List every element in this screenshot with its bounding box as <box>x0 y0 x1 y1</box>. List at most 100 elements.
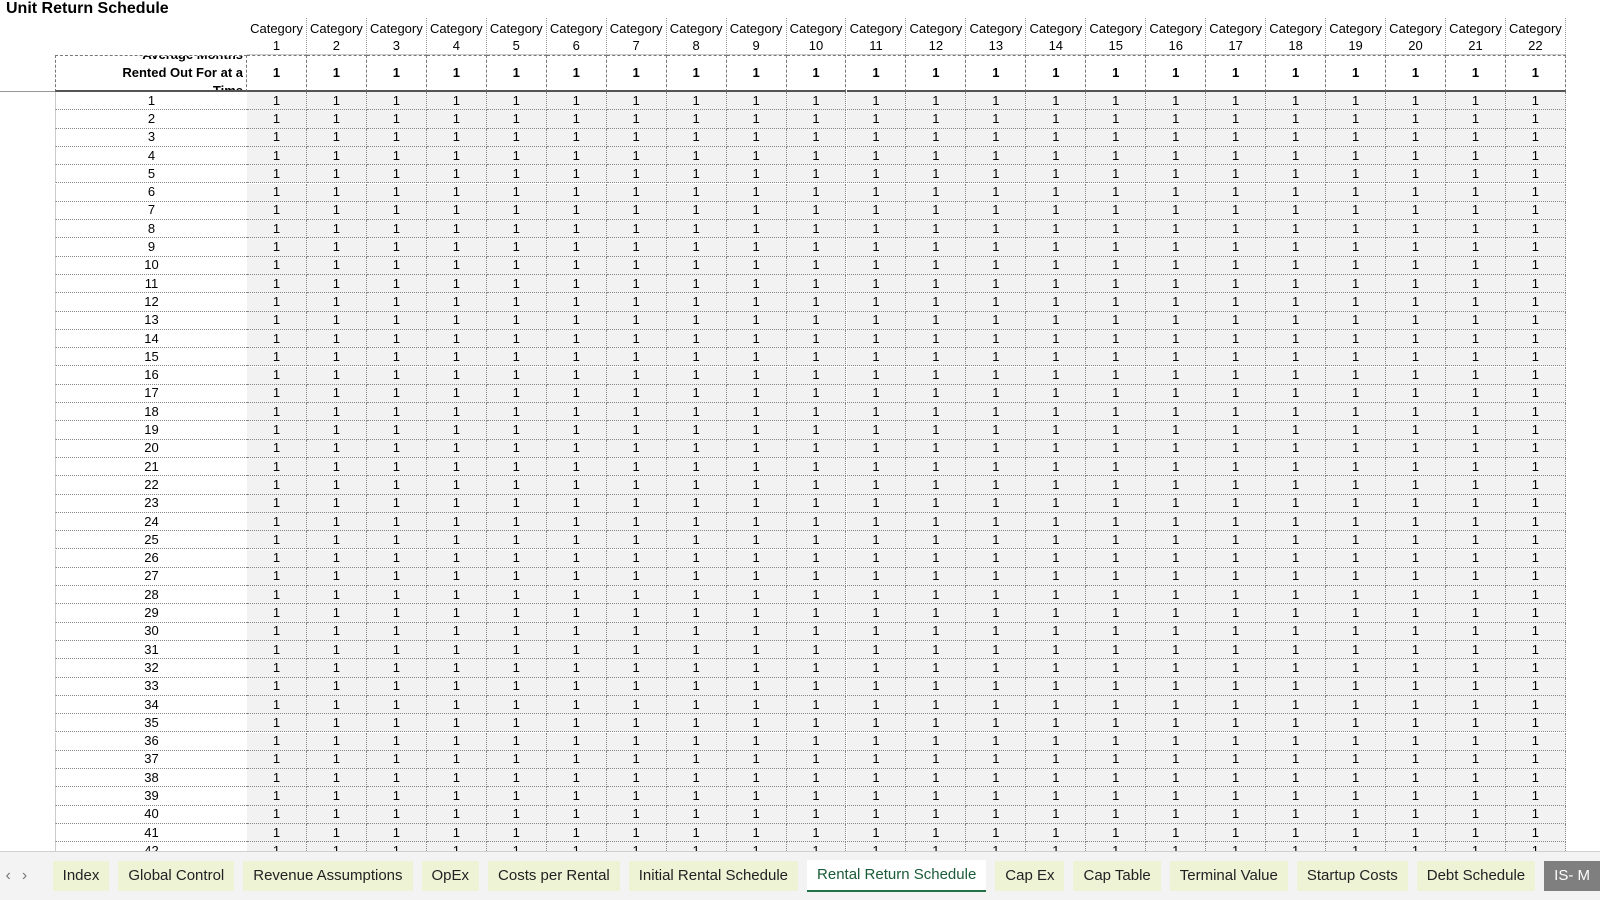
cell-value: 1 <box>1266 750 1327 770</box>
row-label: 14 <box>55 329 247 349</box>
cell-value: 1 <box>1326 92 1387 111</box>
cell-value: 1 <box>366 311 427 330</box>
cell-value: 1 <box>306 531 367 550</box>
cell-value: 1 <box>247 677 307 696</box>
cell-value: 1 <box>1386 366 1446 385</box>
cell-value: 1 <box>906 366 967 385</box>
cell-value: 1 <box>366 677 427 696</box>
cell-value: 1 <box>546 586 607 605</box>
cell-value: 1 <box>666 842 727 851</box>
scroll-right[interactable]: › <box>21 867 28 884</box>
cell-value: 1 <box>306 714 367 733</box>
cell-value: 1 <box>1505 256 1566 275</box>
cell-value: 1 <box>606 384 667 404</box>
cell-value: 1 <box>486 494 547 513</box>
cell-value: 1 <box>906 586 967 605</box>
cell-value: 1 <box>426 549 487 568</box>
cell-value: 1 <box>247 384 307 404</box>
cell-value: 1 <box>306 787 367 806</box>
cell-value: 1 <box>486 366 547 385</box>
tab-bar: ‹ › Index Global Control Revenue Assumptio… <box>0 851 1600 900</box>
cell-value: 1 <box>906 128 967 147</box>
cell-value: 1 <box>666 714 727 733</box>
cell-value: 1 <box>1206 146 1267 166</box>
cell-value: 1 <box>1206 439 1267 458</box>
cell-value: 1 <box>726 512 787 532</box>
cell-value: 1 <box>726 458 787 477</box>
cell-value: 1 <box>1206 384 1267 404</box>
cell-value: 1 <box>726 769 787 788</box>
cell-value: 1 <box>486 805 547 824</box>
cell-value: 1 <box>1386 146 1446 166</box>
scroll-left[interactable]: ‹ <box>5 867 11 884</box>
average-value: 1 <box>1086 55 1147 92</box>
cell-value: 1 <box>1266 586 1327 605</box>
cell-value: 1 <box>426 695 487 715</box>
cell-value: 1 <box>486 567 547 587</box>
cell-value: 1 <box>846 384 907 404</box>
sheet-tab[interactable]: Debt Schedule <box>1416 861 1536 891</box>
cell-value: 1 <box>1505 348 1566 367</box>
cell-value: 1 <box>546 659 607 678</box>
cell-value: 1 <box>786 531 847 550</box>
sheet-tab[interactable]: Global Control <box>118 861 235 891</box>
cell-value: 1 <box>606 293 667 312</box>
cell-value: 1 <box>906 805 967 824</box>
sheet-tab[interactable]: OpEx <box>421 861 480 891</box>
cell-value: 1 <box>1086 329 1147 349</box>
cell-value: 1 <box>546 366 607 385</box>
cell-value: 1 <box>306 842 367 851</box>
cell-value: 1 <box>1146 494 1207 513</box>
cell-value: 1 <box>846 714 907 733</box>
column-header: Category 6 <box>546 18 607 55</box>
cell-value: 1 <box>486 476 547 495</box>
sheet-tab[interactable]: Cap Table <box>1073 861 1161 891</box>
cell-value: 1 <box>966 165 1027 184</box>
cell-value: 1 <box>906 220 967 239</box>
sheet-tab[interactable]: Index <box>52 861 110 891</box>
cell-value: 1 <box>666 128 727 147</box>
cell-value: 1 <box>1505 384 1566 404</box>
cell-value: 1 <box>366 567 427 587</box>
cell-value: 1 <box>1206 110 1267 129</box>
sheet-tab[interactable]: Costs per Rental <box>488 861 620 891</box>
sheet-tab[interactable]: Terminal Value <box>1169 861 1288 891</box>
cell-value: 1 <box>1386 311 1446 330</box>
sheet-tab[interactable]: Rental Return Schedule <box>807 860 987 892</box>
row-label: 25 <box>55 531 247 550</box>
cell-value: 1 <box>1386 787 1446 806</box>
cell-value: 1 <box>1146 293 1207 312</box>
cell-value: 1 <box>306 293 367 312</box>
cell-value: 1 <box>846 128 907 147</box>
sheet-tab[interactable]: Initial Rental Schedule <box>628 861 799 891</box>
cell-value: 1 <box>606 110 667 129</box>
cell-value: 1 <box>366 384 427 404</box>
cell-value: 1 <box>546 275 607 294</box>
sheet-tab[interactable]: Revenue Assumptions <box>243 861 413 891</box>
cell-value: 1 <box>1086 146 1147 166</box>
cell-value: 1 <box>786 366 847 385</box>
cell-value: 1 <box>1146 256 1207 275</box>
cell-value: 1 <box>1266 275 1327 294</box>
cell-value: 1 <box>1146 366 1207 385</box>
cell-value: 1 <box>726 421 787 440</box>
cell-value: 1 <box>1266 769 1327 788</box>
cell-value: 1 <box>1386 567 1446 587</box>
sheet-tab[interactable]: Startup Costs <box>1296 861 1408 891</box>
cell-value: 1 <box>1326 329 1387 349</box>
cell-value: 1 <box>966 512 1027 532</box>
cell-value: 1 <box>1086 220 1147 239</box>
cell-value: 1 <box>1146 384 1207 404</box>
cell-value: 1 <box>1505 805 1566 824</box>
cell-value: 1 <box>247 366 307 385</box>
cell-value: 1 <box>666 256 727 275</box>
average-value: 1 <box>1505 55 1566 92</box>
cell-value: 1 <box>546 641 607 660</box>
cell-value: 1 <box>1146 458 1207 477</box>
sheet-tab[interactable]: IS- M <box>1544 861 1600 891</box>
cell-value: 1 <box>366 732 427 751</box>
cell-value: 1 <box>606 311 667 330</box>
sheet-tab[interactable]: Cap Ex <box>995 861 1065 891</box>
cell-value: 1 <box>366 787 427 806</box>
